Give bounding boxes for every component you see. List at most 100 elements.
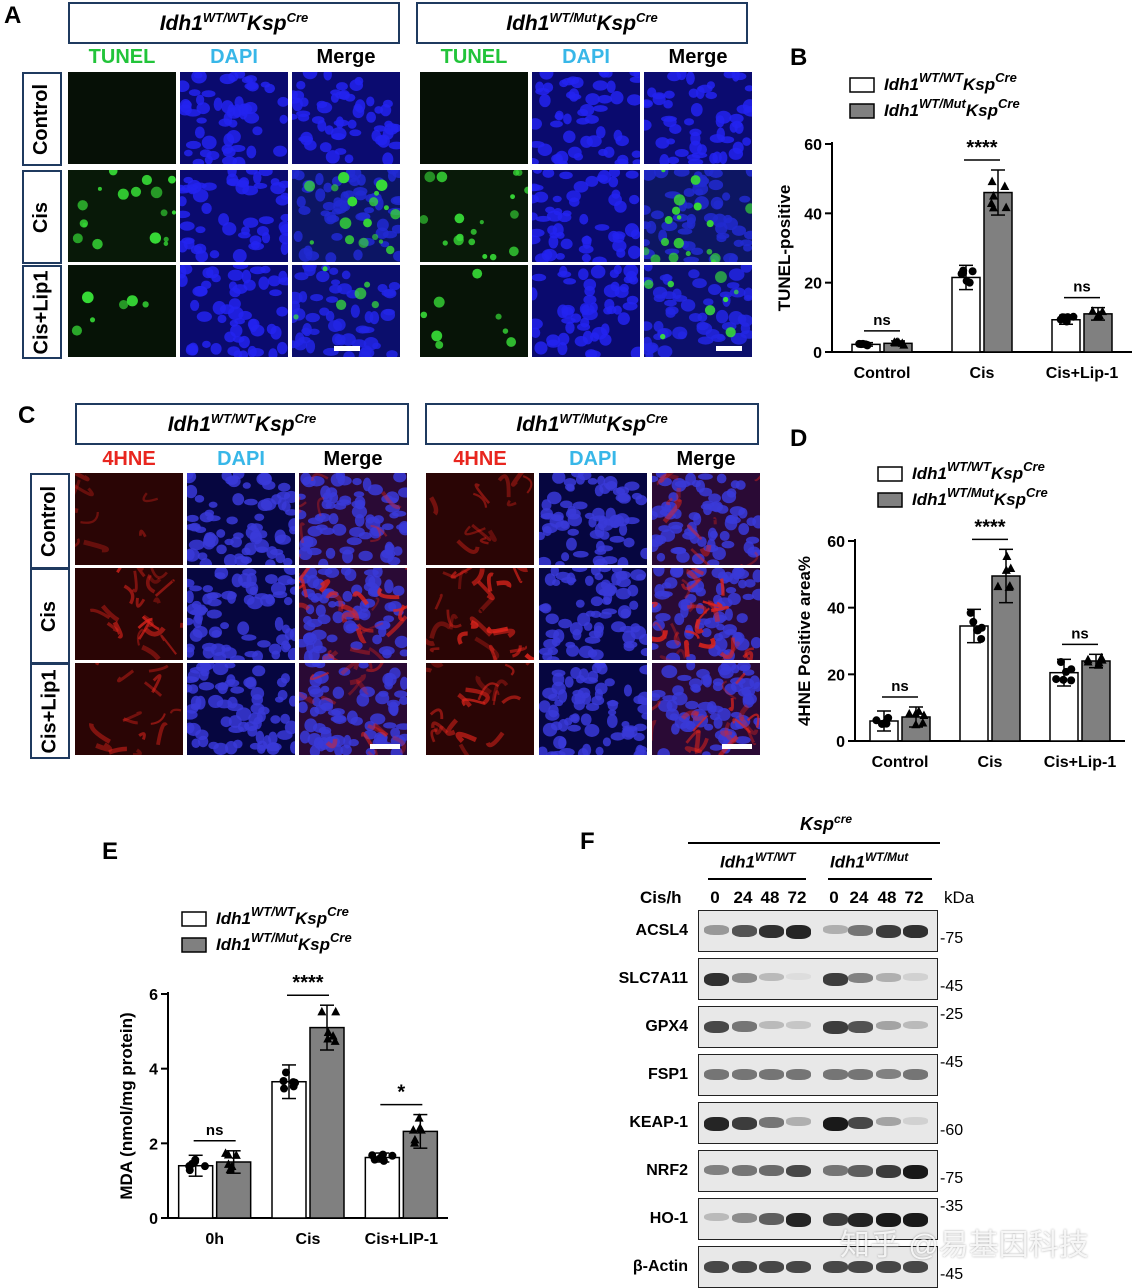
- legend-swatch: [181, 911, 207, 927]
- data-point: [977, 634, 986, 643]
- significance-label: *: [397, 1082, 405, 1104]
- data-point: [280, 1084, 289, 1093]
- 4hne-micrograph: [426, 568, 534, 660]
- bar: [1081, 660, 1111, 742]
- scale-bar: [716, 346, 742, 351]
- data-point: [378, 1150, 387, 1159]
- 4hne-micrograph: [426, 663, 534, 755]
- 4hne-micrograph: [299, 663, 407, 755]
- wb-marker: -35: [940, 1198, 964, 1215]
- y-tick-label: 20: [804, 276, 822, 293]
- bar: [271, 1080, 307, 1219]
- wb-band: [786, 1261, 811, 1274]
- y-tick-label: 60: [827, 534, 845, 551]
- legend-swatch: [849, 77, 875, 93]
- wb-group-line: [688, 842, 940, 844]
- 4hne-micrograph: [539, 663, 647, 755]
- data-point: [1052, 675, 1061, 684]
- data-point: [408, 1125, 418, 1134]
- tunel-micrograph: [292, 170, 400, 262]
- data-point: [1005, 581, 1015, 590]
- wb-band: [876, 925, 901, 938]
- panel-c-channel-label: DAPI: [217, 448, 265, 470]
- wb-band: [759, 1213, 784, 1225]
- data-point: [231, 1150, 241, 1159]
- legend-swatch: [181, 937, 207, 953]
- scale-bar: [334, 346, 360, 351]
- wb-band: [823, 1165, 848, 1176]
- tunel-micrograph: [68, 72, 176, 164]
- data-point: [1088, 306, 1098, 315]
- wb-band: [823, 1117, 848, 1131]
- y-tick-label: 40: [804, 206, 822, 223]
- data-point: [279, 1076, 288, 1085]
- y-axis-label: TUNEL-positive: [775, 185, 794, 312]
- x-tick-label: Cis: [970, 365, 995, 382]
- 4hne-micrograph: [75, 663, 183, 755]
- data-point: [1001, 202, 1011, 212]
- wb-band: [759, 1021, 784, 1030]
- data-point: [185, 1162, 194, 1171]
- wb-band: [732, 1165, 757, 1176]
- wb-blot-strip: [698, 1054, 938, 1096]
- wb-marker: -25: [940, 1006, 964, 1023]
- data-point: [872, 716, 881, 725]
- bar: [959, 625, 989, 742]
- legend-entry: Idh1WT/MutKspCre: [884, 96, 1020, 120]
- wb-band: [732, 1069, 757, 1080]
- wb-band: [732, 1261, 757, 1274]
- wb-band: [848, 1165, 873, 1177]
- data-point: [969, 617, 978, 626]
- data-point: [289, 1082, 298, 1091]
- chart-d-4hne: 0 20 40 60 4HNE Positive area% Control ns Cis **…: [795, 459, 1125, 771]
- panel-e-letter: E: [102, 838, 119, 865]
- wb-band: [876, 1117, 901, 1127]
- wb-band: [903, 1069, 928, 1080]
- wb-band: [876, 973, 901, 982]
- data-point: [1056, 658, 1065, 667]
- wb-band: [823, 1261, 848, 1274]
- wb-band: [786, 1213, 811, 1227]
- significance-label: ****: [974, 516, 1005, 538]
- wb-time-point: 48: [760, 888, 780, 907]
- panel-c-letter: C: [18, 402, 36, 429]
- data-point: [200, 1162, 209, 1171]
- watermark: 知乎 @易基因科技: [840, 1229, 1089, 1262]
- wb-band: [903, 1165, 928, 1179]
- panel-c-channel-label: 4HNE: [453, 448, 507, 470]
- bar: [309, 1026, 345, 1219]
- wb-marker: -45: [940, 978, 964, 995]
- wb-band: [848, 973, 873, 984]
- wb-marker: -45: [940, 1266, 964, 1283]
- y-tick-label: 40: [827, 601, 845, 618]
- legend-entry: Idh1WT/WTKspCre: [216, 904, 349, 928]
- data-point: [1094, 310, 1104, 320]
- wb-band: [823, 925, 848, 934]
- data-point: [323, 1033, 333, 1043]
- y-tick-label: 0: [813, 345, 822, 362]
- data-point: [1094, 657, 1104, 667]
- y-axis-label: MDA (nmol/mg protein): [117, 1012, 136, 1199]
- data-point: [1067, 676, 1076, 685]
- wb-band: [848, 925, 873, 936]
- bar: [991, 575, 1021, 742]
- bar: [364, 1156, 401, 1219]
- wb-band: [759, 1117, 784, 1128]
- wb-band: [876, 1021, 901, 1031]
- x-tick-label: 0h: [205, 1231, 224, 1248]
- data-point: [919, 710, 929, 720]
- significance-label: ****: [292, 972, 323, 994]
- data-point: [863, 340, 872, 349]
- legend-swatch: [877, 466, 903, 482]
- wb-marker: -60: [940, 1122, 964, 1139]
- wb-time-label: Cis/h: [640, 888, 682, 907]
- data-point: [892, 337, 902, 346]
- data-point: [1083, 657, 1093, 666]
- panel-a-channel-label: Merge: [668, 46, 728, 68]
- panel-a-genotype-mut: Idh1WT/MutKspCre: [416, 2, 748, 44]
- panel-a-channel-label: TUNEL: [440, 46, 508, 68]
- x-tick-label: Cis+LIP-1: [365, 1231, 438, 1248]
- panel-c-row-label: Cis+Lip1: [30, 663, 70, 759]
- panel-a-channel-label: DAPI: [562, 46, 610, 68]
